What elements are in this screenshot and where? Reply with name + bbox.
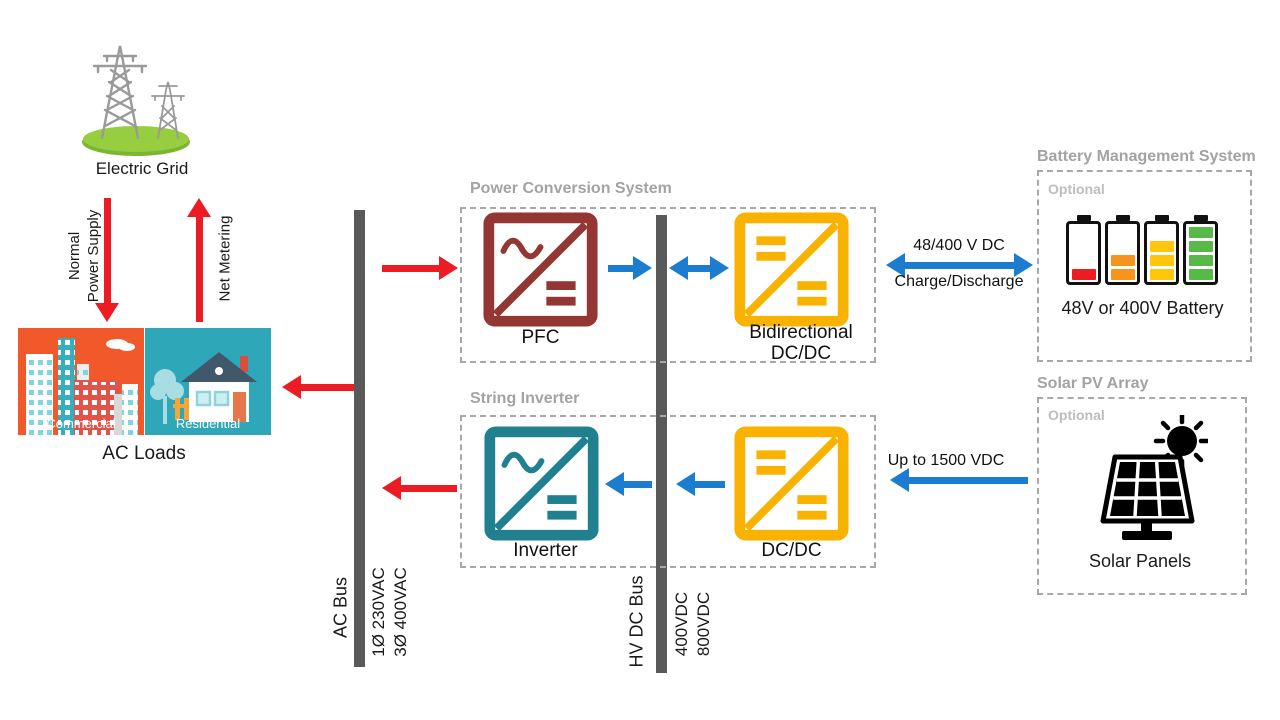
commercial-label: Commercial — [46, 416, 116, 431]
dcdc-label: DC/DC — [761, 540, 822, 561]
dcbus-bidir-arrow — [669, 256, 729, 280]
battery-charge-discharge-arrow — [886, 253, 1033, 277]
hv-dc-bus-bar — [656, 215, 667, 673]
inverter-icon — [483, 425, 600, 542]
pfc-converter-icon — [482, 211, 599, 328]
ac-bus-voltage-2: 3Ø 400VAC — [391, 567, 410, 657]
electric-grid-label: Electric Grid — [95, 159, 189, 178]
solar-to-dcdc-arrow — [890, 468, 1028, 492]
solar-optional-label: Optional — [1048, 407, 1105, 423]
hv-dc-bus-voltage-1: 400VDC — [672, 591, 691, 657]
dcbus-to-inverter-arrow — [605, 472, 652, 496]
ac-bus-bar — [354, 210, 365, 667]
ac-loads-graphic: Commercial Residential — [18, 328, 271, 435]
ac-bus-voltage-1: 1Ø 230VAC — [369, 567, 388, 657]
residential-label: Residential — [175, 416, 241, 431]
battery-high-icon — [1144, 215, 1179, 285]
battery-link-mode-label: Charge/Discharge — [894, 273, 1024, 290]
normal-power-supply-label: Normal Power Supply — [66, 209, 102, 303]
normal-power-supply-arrow — [95, 198, 119, 322]
dcdc-to-dcbus-arrow — [676, 472, 725, 496]
hv-dc-bus-label: HV DC Bus — [626, 575, 647, 668]
bms-optional-label: Optional — [1048, 181, 1105, 197]
solar-link-label: Up to 1500 VDC — [887, 452, 1005, 469]
ac-loads-label: AC Loads — [102, 443, 186, 464]
pfc-to-dcbus-arrow — [608, 256, 652, 280]
bidirectional-dcdc-label: Bidirectional DC/DC — [749, 322, 853, 364]
residential-house-icon: Residential — [145, 328, 271, 435]
battery-medium-icon — [1105, 215, 1140, 285]
battery-bank-icons — [1066, 215, 1218, 285]
bus-to-pfc-arrow — [382, 256, 458, 280]
inverter-to-bus-arrow — [382, 476, 457, 500]
pfc-label: PFC — [521, 327, 560, 348]
pcs-box — [460, 207, 876, 363]
string-inverter-title: String Inverter — [470, 390, 580, 407]
ac-bus-label: AC Bus — [330, 576, 351, 639]
battery-full-icon — [1183, 215, 1218, 285]
dcdc-converter-icon — [733, 425, 850, 542]
hv-dc-bus-voltage-2: 800VDC — [694, 591, 713, 657]
battery-low-icon — [1066, 215, 1101, 285]
solar-title: Solar PV Array — [1037, 375, 1149, 392]
battery-voltage-label: 48V or 400V Battery — [1061, 298, 1224, 318]
net-metering-arrow — [187, 198, 211, 322]
commercial-buildings-icon: Commercial — [18, 328, 144, 435]
solar-panel-icon — [1100, 415, 1208, 540]
string-inverter-box — [460, 415, 876, 568]
battery-link-voltage-label: 48/400 V DC — [913, 237, 1005, 254]
net-metering-label: Net Metering — [216, 215, 234, 302]
inverter-label: Inverter — [513, 540, 578, 561]
pcs-title: Power Conversion System — [470, 180, 672, 197]
bms-box — [1037, 170, 1252, 362]
bidirectional-dcdc-icon — [733, 211, 850, 328]
solar-panels-label: Solar Panels — [1088, 551, 1192, 571]
bms-title: Battery Management System — [1037, 148, 1256, 165]
bus-to-loads-arrow — [282, 375, 354, 399]
solar-box — [1037, 397, 1247, 595]
electric-grid-towers-icon — [82, 45, 190, 156]
